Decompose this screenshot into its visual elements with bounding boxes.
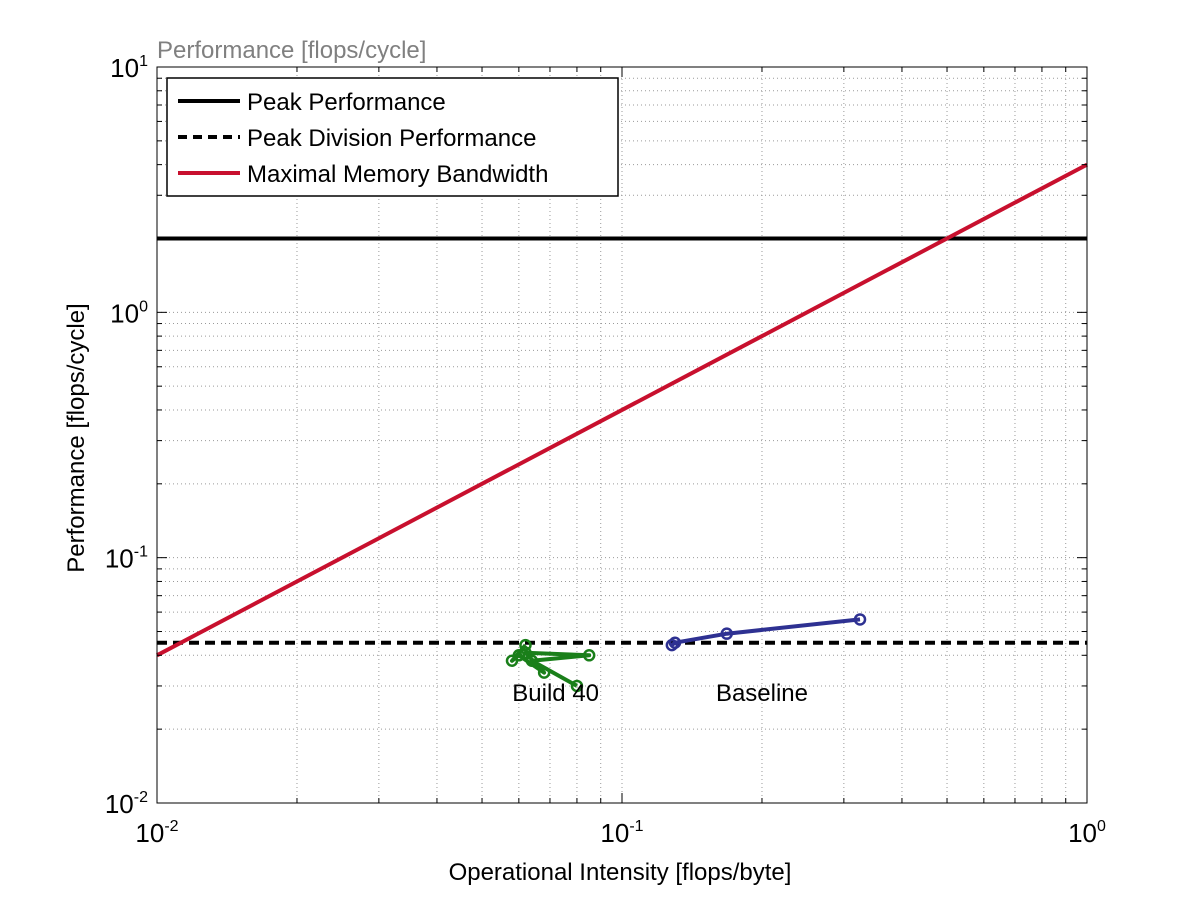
series-line-2 (156, 162, 1088, 658)
data-point (720, 627, 734, 640)
x-tick-label: 10-2 (135, 818, 178, 848)
series-line-4 (670, 617, 861, 647)
y-tick-label: 10-2 (105, 789, 148, 819)
x-tick-label: 100 (1068, 818, 1106, 848)
data-point (570, 679, 584, 693)
x-axis-label: Operational Intensity [flops/byte] (449, 859, 792, 886)
legend-box (166, 77, 619, 197)
data-point (853, 613, 867, 626)
y-tick-label: 100 (110, 298, 148, 328)
annotations: Build 40 Baseline (512, 680, 808, 707)
series-line-3 (510, 643, 592, 688)
series-layer (156, 162, 1088, 693)
legend-label-maximal-memory-bandwidth: Maximal Memory Bandwidth (247, 161, 548, 188)
y-axis-label: Performance [flops/cycle] (63, 303, 90, 572)
legend: Peak Performance Peak Division Performan… (166, 77, 619, 197)
legend-label-peak-division-performance: Peak Division Performance (247, 125, 536, 152)
data-point (519, 646, 532, 659)
data-point (525, 654, 539, 668)
data-point (512, 649, 526, 662)
data-point (537, 666, 551, 679)
chart-title: Performance [flops/cycle] (157, 37, 426, 64)
annotation-label: Build 40 (512, 680, 599, 707)
y-tick-label: 101 (110, 53, 148, 83)
tick-marks (156, 67, 1087, 804)
data-point (519, 638, 532, 652)
y-tick-label: 10-1 (105, 544, 148, 574)
legend-label-peak-performance: Peak Performance (247, 89, 446, 116)
x-tick-label: 10-1 (600, 818, 643, 848)
data-point (668, 636, 682, 649)
annotation-label: Baseline (716, 680, 808, 707)
tick-labels: 10-2 10-1 100 10-2 10-1 100 101 (105, 53, 1106, 848)
data-point (582, 649, 596, 662)
